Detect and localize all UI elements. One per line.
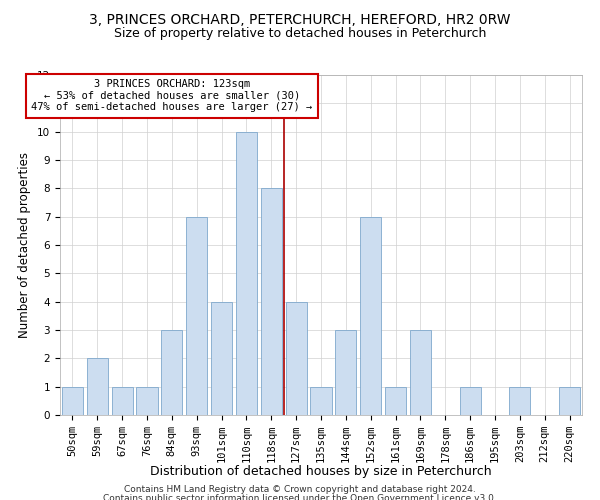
Bar [261, 188, 282, 415]
Bar [310, 386, 332, 415]
Bar [460, 386, 481, 415]
Bar [410, 330, 431, 415]
Bar [335, 330, 356, 415]
Text: 3, PRINCES ORCHARD, PETERCHURCH, HEREFORD, HR2 0RW: 3, PRINCES ORCHARD, PETERCHURCH, HEREFOR… [89, 12, 511, 26]
Bar [161, 330, 182, 415]
Bar [87, 358, 108, 415]
Bar [62, 386, 83, 415]
Bar [360, 216, 381, 415]
Bar [385, 386, 406, 415]
Text: Contains HM Land Registry data © Crown copyright and database right 2024.: Contains HM Land Registry data © Crown c… [124, 485, 476, 494]
Text: Distribution of detached houses by size in Peterchurch: Distribution of detached houses by size … [150, 465, 492, 478]
Bar [286, 302, 307, 415]
Bar [112, 386, 133, 415]
Text: 3 PRINCES ORCHARD: 123sqm
← 53% of detached houses are smaller (30)
47% of semi-: 3 PRINCES ORCHARD: 123sqm ← 53% of detac… [31, 79, 313, 112]
Bar [509, 386, 530, 415]
Bar [236, 132, 257, 415]
Bar [559, 386, 580, 415]
Text: Contains public sector information licensed under the Open Government Licence v3: Contains public sector information licen… [103, 494, 497, 500]
Bar [136, 386, 158, 415]
Bar [186, 216, 207, 415]
Y-axis label: Number of detached properties: Number of detached properties [19, 152, 31, 338]
Text: Size of property relative to detached houses in Peterchurch: Size of property relative to detached ho… [114, 28, 486, 40]
Bar [211, 302, 232, 415]
